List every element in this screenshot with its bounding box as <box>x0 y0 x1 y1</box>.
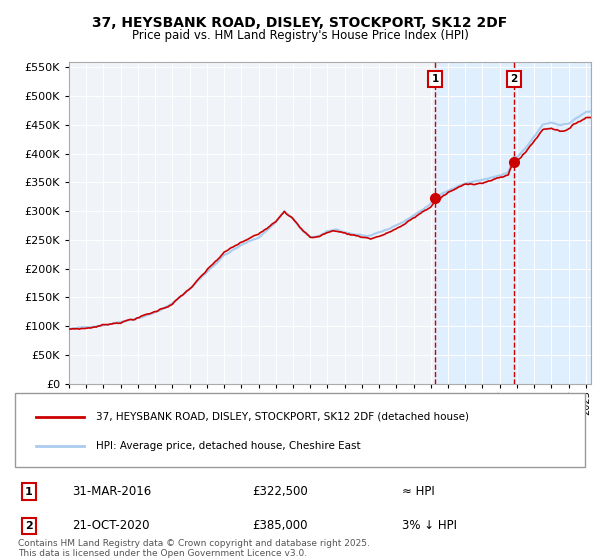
Text: 31-MAR-2016: 31-MAR-2016 <box>72 485 151 498</box>
Text: HPI: Average price, detached house, Cheshire East: HPI: Average price, detached house, Ches… <box>96 441 361 451</box>
Text: 1: 1 <box>431 74 439 84</box>
FancyBboxPatch shape <box>15 394 585 467</box>
Text: 2: 2 <box>511 74 518 84</box>
Text: ≈ HPI: ≈ HPI <box>402 485 435 498</box>
Text: Price paid vs. HM Land Registry's House Price Index (HPI): Price paid vs. HM Land Registry's House … <box>131 29 469 42</box>
Text: 3% ↓ HPI: 3% ↓ HPI <box>402 519 457 533</box>
Text: Contains HM Land Registry data © Crown copyright and database right 2025.
This d: Contains HM Land Registry data © Crown c… <box>18 539 370 558</box>
Text: 37, HEYSBANK ROAD, DISLEY, STOCKPORT, SK12 2DF (detached house): 37, HEYSBANK ROAD, DISLEY, STOCKPORT, SK… <box>96 412 469 422</box>
Text: 37, HEYSBANK ROAD, DISLEY, STOCKPORT, SK12 2DF: 37, HEYSBANK ROAD, DISLEY, STOCKPORT, SK… <box>92 16 508 30</box>
Text: 1: 1 <box>25 487 32 497</box>
Text: 21-OCT-2020: 21-OCT-2020 <box>72 519 149 533</box>
Text: 2: 2 <box>25 521 32 531</box>
Text: £385,000: £385,000 <box>252 519 308 533</box>
Bar <box>435 62 591 384</box>
Text: £322,500: £322,500 <box>252 485 308 498</box>
